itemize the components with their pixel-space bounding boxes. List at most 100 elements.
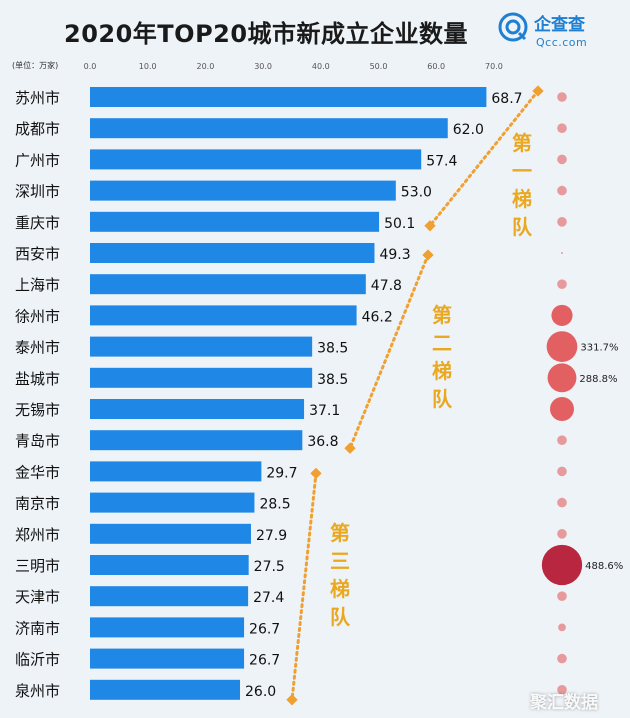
tier-label: 二: [432, 331, 452, 355]
tier-label: 队: [432, 387, 453, 411]
value-label: 26.7: [249, 653, 280, 669]
category-label: 南京市: [15, 495, 60, 513]
bar: [90, 648, 245, 669]
qcc-logo-icon: [498, 12, 528, 42]
tier-dotted-line: [428, 89, 540, 228]
growth-bubble: [557, 529, 567, 539]
bar: [90, 367, 313, 388]
bar: [90, 430, 303, 451]
category-label: 泉州市: [15, 682, 60, 700]
bar: [90, 399, 305, 419]
watermark: 聚汇数据: [530, 693, 598, 713]
value-label: 27.5: [254, 559, 285, 575]
bar: [90, 180, 396, 201]
value-label: 26.0: [245, 684, 276, 700]
value-label: 53.0: [401, 185, 432, 201]
bar: [90, 461, 262, 482]
growth-bubble: [557, 685, 567, 695]
bar: [90, 211, 380, 232]
category-label: 广州市: [15, 151, 60, 169]
growth-bubble: [557, 217, 567, 227]
chart-title: 2020年TOP20城市新成立企业数量: [64, 20, 469, 48]
tier-marker: [286, 694, 298, 706]
growth-bubble: [550, 397, 574, 421]
growth-bubble: [557, 497, 567, 508]
growth-bubble: [546, 331, 578, 362]
x-tick-label: 40.0: [312, 62, 330, 71]
category-label: 重庆市: [15, 214, 60, 232]
category-label: 上海市: [15, 276, 60, 294]
x-tick-label: 50.0: [370, 62, 388, 71]
x-tick-label: 30.0: [254, 62, 272, 71]
tier-label: 队: [330, 605, 351, 629]
growth-bubble: [557, 154, 567, 165]
value-label: 50.1: [384, 216, 415, 232]
value-label: 49.3: [379, 247, 410, 263]
category-label: 青岛市: [15, 432, 60, 450]
bar: [90, 87, 487, 107]
value-label: 57.4: [426, 153, 457, 169]
value-label: 28.5: [259, 497, 290, 513]
x-tick-label: 20.0: [196, 62, 214, 71]
bar: [90, 274, 366, 295]
tier-label: 第: [330, 521, 350, 545]
bar: [90, 586, 249, 607]
tier-label: 第: [432, 303, 452, 327]
value-label: 27.9: [256, 528, 287, 544]
value-label: 36.8: [307, 434, 338, 450]
bar: [90, 523, 251, 544]
tier-marker: [344, 442, 356, 454]
category-label: 金华市: [15, 463, 60, 481]
category-label: 泰州市: [15, 339, 60, 357]
growth-bubble: [561, 252, 563, 254]
category-label: 盐城市: [15, 370, 60, 388]
growth-bubble: [557, 279, 567, 290]
growth-label: 488.6%: [585, 561, 623, 572]
category-label: 徐州市: [15, 307, 60, 325]
tier-label: 第: [512, 131, 532, 155]
logo-sub: Qcc.com: [536, 36, 588, 49]
bar: [90, 243, 375, 263]
tier-marker: [422, 249, 434, 261]
category-label: 无锡市: [15, 401, 60, 419]
value-label: 38.5: [317, 372, 348, 388]
growth-bubble: [541, 544, 583, 586]
tier-label: 梯: [512, 187, 532, 211]
category-label: 济南市: [15, 619, 60, 637]
x-tick-label: 70.0: [485, 62, 503, 71]
growth-bubble: [557, 123, 567, 133]
value-label: 37.1: [309, 403, 340, 419]
category-label: 成都市: [15, 120, 60, 138]
value-label: 47.8: [371, 278, 402, 294]
tier-marker: [310, 467, 322, 480]
tier-label: 队: [512, 215, 533, 239]
value-label: 29.7: [266, 465, 297, 481]
tier-label: 梯: [330, 577, 350, 601]
growth-bubble: [557, 435, 567, 446]
tier-label: 梯: [432, 359, 452, 383]
growth-label: 288.8%: [579, 374, 617, 385]
value-label: 68.7: [491, 91, 522, 107]
growth-bubble: [557, 653, 567, 664]
tier-label: 三: [330, 549, 350, 573]
tier-marker: [424, 220, 436, 232]
tier-label: 一: [512, 159, 532, 183]
x-tick-label: 60.0: [427, 62, 445, 71]
value-label: 62.0: [453, 122, 484, 138]
growth-bubble: [557, 185, 567, 196]
bar: [90, 679, 241, 700]
bar: [90, 617, 245, 638]
category-label: 深圳市: [15, 183, 60, 201]
category-label: 三明市: [15, 557, 60, 575]
value-label: 26.7: [249, 621, 280, 637]
logo-text: 企查查: [534, 15, 585, 35]
growth-label: 331.7%: [580, 343, 618, 354]
growth-bubble: [557, 92, 567, 102]
category-label: 临沂市: [15, 651, 60, 669]
category-label: 苏州市: [15, 89, 60, 107]
bar: [90, 555, 249, 575]
growth-bubble: [557, 591, 567, 601]
growth-bubble: [557, 466, 567, 477]
x-tick-label: 10.0: [139, 62, 157, 71]
